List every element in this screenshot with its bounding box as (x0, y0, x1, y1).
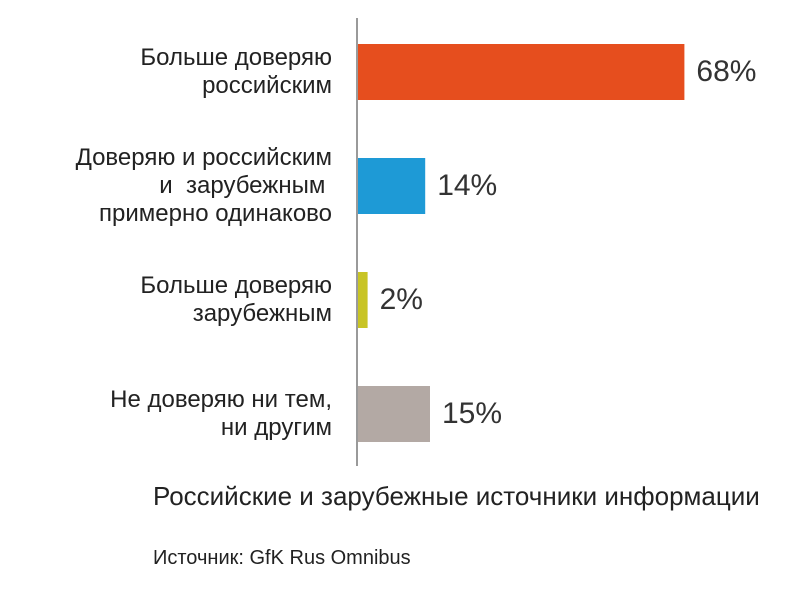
category-label-2: Доверяю и российским и зарубежным примерн… (75, 144, 332, 227)
bar-chart: Больше доверяю российским 68% Доверяю и рос… (75, 18, 757, 466)
value-label-4: 15% (442, 397, 503, 430)
category-label-4: Не доверяю ни тем, ни другим (110, 386, 332, 441)
value-label-2: 14% (437, 169, 498, 202)
bar-4 (358, 386, 430, 442)
bar-2 (358, 158, 426, 214)
bar-1 (358, 44, 685, 100)
category-label-1: Больше доверяю российским (140, 44, 332, 99)
value-label-1: 68% (696, 55, 757, 88)
source-note: Источник: GfK Rus Omnibus (153, 547, 411, 569)
bar-3 (358, 272, 368, 328)
category-label-3: Больше доверяю зарубежным (140, 272, 332, 327)
bars-layer (358, 44, 685, 442)
chart-caption: Российские и зарубежные источники информ… (153, 481, 760, 511)
chart-plot-area (356, 18, 685, 466)
value-label-3: 2% (379, 283, 423, 316)
